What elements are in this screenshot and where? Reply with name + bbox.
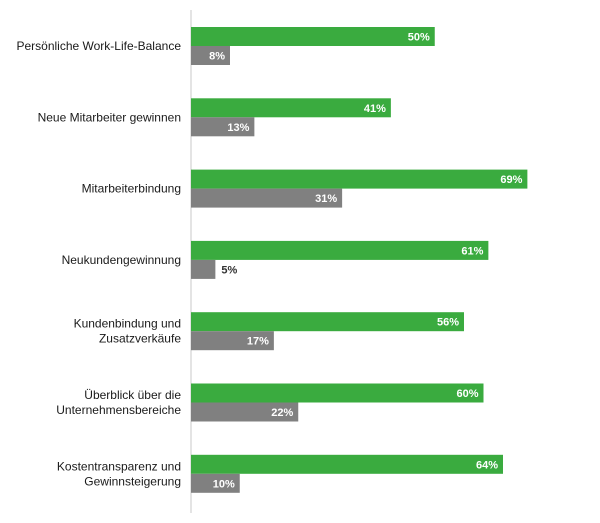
category-label-line: Persönliche Work-Life-Balance <box>16 39 181 53</box>
data-label: 17% <box>247 336 269 348</box>
category-label-line: Mitarbeiterbindung <box>82 182 181 196</box>
category-label-line: Unternehmensbereiche <box>56 403 181 417</box>
category-label-line: Kostentransparenz und <box>57 459 181 473</box>
data-label: 31% <box>315 193 337 205</box>
category-label: Neue Mitarbeiter gewinnen <box>38 110 181 124</box>
data-label: 22% <box>271 407 293 419</box>
bar-gray <box>191 46 230 65</box>
bar-green <box>191 312 464 332</box>
data-label: 50% <box>408 32 430 44</box>
value-labels: 50% 8% 41% 13% 69% 31% 61% 5% 56% 17% 60% 22% 64% 10% <box>209 32 522 491</box>
data-label: 61% <box>461 245 483 257</box>
bar-green <box>191 169 528 189</box>
bar-green <box>191 27 435 46</box>
bar-gray <box>191 331 274 351</box>
data-label: 60% <box>456 388 478 400</box>
bar-green <box>191 98 391 118</box>
bar-green <box>191 383 484 403</box>
category-label: Persönliche Work-Life-Balance <box>16 39 181 53</box>
category-label-line: Überblick über die <box>84 388 181 402</box>
data-label: 64% <box>476 459 498 471</box>
category-label: Neukundengewinnung <box>62 253 181 267</box>
bar-gray <box>191 117 255 137</box>
category-label: Kostentransparenz und Gewinnsteigerung <box>57 459 181 488</box>
bar-gray <box>191 473 240 493</box>
data-label: 69% <box>500 174 522 186</box>
data-label: 10% <box>213 478 235 490</box>
data-label: 56% <box>437 317 459 329</box>
data-label: 13% <box>227 122 249 134</box>
bar-green <box>191 240 489 260</box>
category-label: Mitarbeiterbindung <box>82 182 181 196</box>
category-label-line: Gewinnsteigerung <box>84 474 181 488</box>
bar-green <box>191 454 503 474</box>
bar-gray <box>191 188 343 208</box>
category-label-line: Neue Mitarbeiter gewinnen <box>38 110 181 124</box>
category-label-line: Neukundengewinnung <box>62 253 181 267</box>
category-label-line: Zusatzverkäufe <box>99 332 181 346</box>
data-label: 41% <box>364 103 386 115</box>
category-labels: Persönliche Work-Life-Balance Neue Mitarb… <box>16 39 181 488</box>
bars <box>191 27 528 493</box>
data-label: 5% <box>221 264 237 276</box>
bar-gray <box>191 259 216 279</box>
category-label-line: Kundenbindung und <box>74 317 181 331</box>
data-label: 8% <box>209 51 225 63</box>
category-label: Kundenbindung und Zusatzverkäufe <box>74 317 182 346</box>
bar-gray <box>191 402 299 422</box>
category-label: Überblick über die Unternehmensbereiche <box>56 388 181 417</box>
